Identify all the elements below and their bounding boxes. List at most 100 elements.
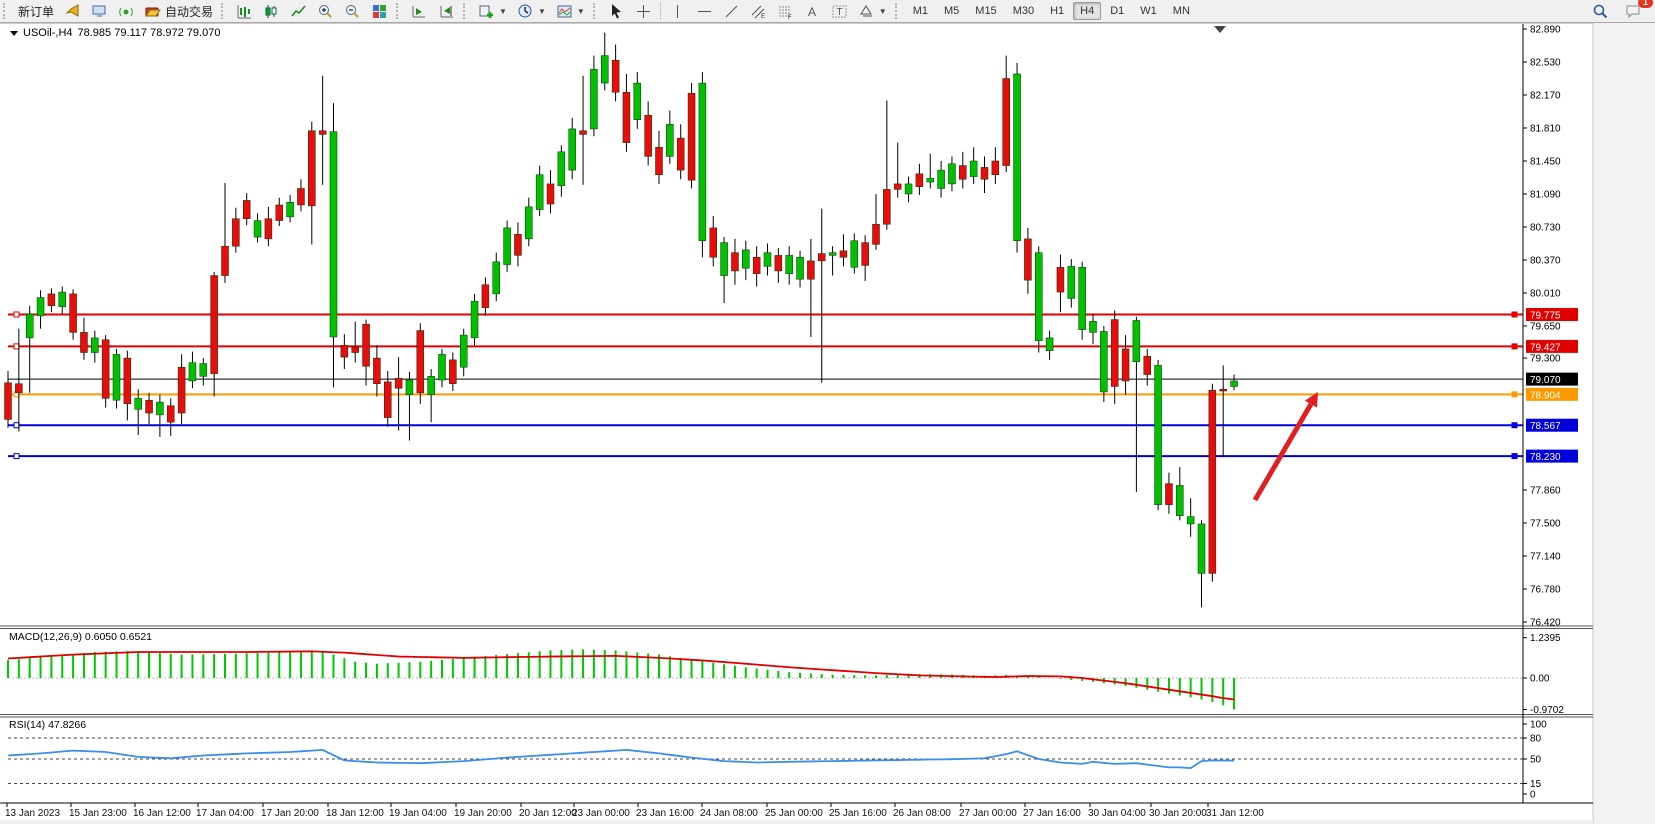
period-icon[interactable]: ▼ [512, 1, 551, 22]
notification-badge: 1 [1638, 0, 1653, 8]
price-line-78.567[interactable] [8, 422, 1523, 429]
alerts-icon[interactable] [59, 1, 86, 22]
candle [633, 72, 642, 129]
annotation-arrow[interactable] [1252, 392, 1318, 502]
cursor-tool-icon[interactable] [603, 1, 630, 22]
price-tick-label: 76.780 [1530, 585, 1561, 596]
timeframe-m15[interactable]: M15 [975, 5, 997, 17]
candle-body [470, 300, 479, 339]
fibonacci-tool-icon[interactable]: F [772, 1, 799, 22]
candle [644, 101, 652, 166]
candle [25, 305, 34, 393]
line-handle-right[interactable] [1511, 311, 1518, 318]
price-line-badge-78.230[interactable]: 78.230 [1526, 449, 1578, 464]
line-handle-right[interactable] [1511, 453, 1518, 460]
candle [850, 233, 859, 274]
candle [839, 234, 848, 267]
toolbar-separator [659, 2, 661, 20]
candle-body [601, 55, 609, 84]
candle-body [557, 151, 566, 186]
line-handle-left[interactable] [13, 311, 20, 318]
line-handle-right[interactable] [1511, 422, 1518, 429]
channel-tool-icon[interactable]: E [745, 1, 772, 22]
time-tick-label: 24 Jan 08:00 [700, 808, 758, 819]
timeframe-d1[interactable]: D1 [1110, 5, 1125, 17]
timeframe-h1[interactable]: H1 [1050, 5, 1065, 17]
candle-body [1100, 331, 1108, 393]
auto-trading-button[interactable]: 自动交易 [140, 1, 218, 22]
candle [340, 334, 349, 370]
price-tick-label: 80.730 [1530, 222, 1561, 233]
candle [384, 370, 392, 427]
candle-body [253, 220, 262, 238]
timeframe-mn[interactable]: MN [1172, 5, 1190, 17]
price-line-badge-79.427[interactable]: 79.427 [1526, 339, 1578, 354]
price-line-badge-79.070[interactable]: 79.070 [1526, 372, 1578, 387]
candle [611, 44, 620, 102]
terminal-icon[interactable] [86, 1, 113, 22]
timeframe-m30[interactable]: M30 [1012, 5, 1035, 17]
candle [221, 182, 229, 283]
add-indicator-icon[interactable]: ▼ [473, 1, 512, 22]
text-tool-icon[interactable]: A [799, 1, 826, 22]
candle-body [101, 339, 110, 399]
step-chart-icon[interactable] [433, 1, 460, 22]
tile-windows-icon[interactable] [366, 1, 393, 22]
price-line-badge-79.775[interactable]: 79.775 [1526, 308, 1578, 322]
candle-body [926, 178, 934, 183]
time-tick-label: 15 Jan 23:00 [69, 808, 127, 819]
arrange-charts-icon[interactable] [406, 1, 433, 22]
candle-body [676, 137, 685, 171]
candle [666, 110, 674, 164]
candle [177, 354, 186, 425]
search-icon[interactable] [1587, 1, 1614, 22]
line-handle-right[interactable] [1511, 343, 1518, 350]
price-line-badge-78.904[interactable]: 78.904 [1526, 387, 1578, 402]
notifications-icon[interactable]: 1 [1620, 0, 1653, 22]
candle [1165, 472, 1173, 514]
price-line-79.775[interactable] [8, 311, 1523, 318]
price-line-78.230[interactable] [8, 453, 1523, 460]
line-handle-left[interactable] [13, 422, 20, 429]
candle [297, 179, 305, 212]
new-order-button[interactable]: 新订单 [13, 1, 59, 22]
candle-body [872, 223, 880, 245]
candle [1089, 314, 1097, 345]
bar-chart-mode-icon[interactable] [231, 1, 258, 22]
zoom-in-icon[interactable] [312, 1, 339, 22]
price-tick-label: 79.300 [1530, 354, 1561, 365]
timeframe-h4[interactable]: H4 [1073, 2, 1102, 20]
candle [1078, 261, 1086, 340]
chart-title-collapse-icon[interactable] [10, 30, 18, 36]
candle-body [427, 376, 435, 395]
price-tick-label: 81.810 [1530, 123, 1561, 134]
text-label-tool-icon[interactable]: T [826, 1, 853, 22]
timeframe-w1[interactable]: W1 [1140, 5, 1157, 17]
horizontal-line-tool-icon[interactable] [691, 1, 718, 22]
line-handle-left[interactable] [13, 453, 20, 460]
timeframe-m1[interactable]: M1 [912, 5, 928, 17]
price-badge-text: 78.904 [1530, 390, 1561, 401]
macd-signal-line [7, 650, 1235, 701]
candle [1219, 365, 1227, 458]
crosshair-tool-icon[interactable] [630, 1, 657, 22]
candle-body [167, 405, 175, 423]
vertical-line-tool-icon[interactable] [664, 1, 691, 22]
timeframe-m5[interactable]: M5 [944, 5, 960, 17]
shapes-tool-icon[interactable]: ▼ [853, 1, 892, 22]
candlestick-mode-icon[interactable] [258, 1, 285, 22]
candle [210, 271, 218, 397]
candle [904, 176, 913, 203]
line-handle-left[interactable] [13, 343, 20, 350]
price-line-badge-78.567[interactable]: 78.567 [1526, 418, 1578, 433]
line-chart-mode-icon[interactable] [285, 1, 312, 22]
candle [1056, 254, 1065, 313]
trendline-tool-icon[interactable] [718, 1, 745, 22]
template-icon[interactable]: ▼ [551, 1, 590, 22]
zoom-out-icon[interactable] [339, 1, 366, 22]
candle-body [91, 337, 99, 353]
line-handle-right[interactable] [1511, 391, 1518, 398]
toolbar-grip [894, 3, 902, 19]
signal-icon[interactable] [113, 1, 140, 22]
